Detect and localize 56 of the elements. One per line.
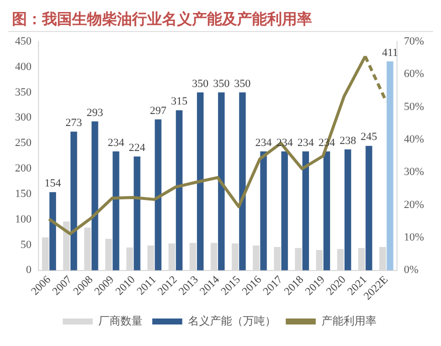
data-label: 411 (382, 46, 398, 59)
y2-tick-label: 10% (404, 232, 424, 244)
data-label: 234 (255, 136, 272, 149)
data-label: 273 (66, 116, 83, 129)
data-label: 234 (276, 136, 294, 149)
data-label: 297 (150, 104, 167, 117)
bar (366, 146, 372, 270)
y2-tick-label: 20% (404, 198, 424, 211)
y-tick-label: 50 (20, 238, 32, 251)
y2-tick-label: 70% (404, 35, 424, 48)
bar (70, 132, 78, 270)
bar (134, 156, 140, 270)
bar (323, 151, 330, 270)
y-tick-label: 200 (15, 162, 32, 175)
data-label: 245 (360, 131, 378, 144)
bar (239, 92, 246, 270)
bar (302, 151, 309, 270)
y2-tick-label: 0% (404, 264, 419, 276)
bar (176, 110, 183, 270)
y-tick-label: 450 (15, 35, 32, 48)
data-label: 224 (128, 142, 146, 154)
legend-label: 名义产能（万吨） (188, 314, 276, 328)
chart-title: 图：我国生物柴油行业名义产能及产能利用率 (8, 8, 433, 32)
data-label: 350 (234, 78, 252, 90)
data-label: 234 (108, 136, 125, 149)
bar (281, 151, 288, 270)
y-tick-label: 400 (15, 60, 32, 73)
y-tick-label: 300 (15, 112, 32, 124)
y-tick-label: 150 (15, 188, 32, 200)
bar (196, 92, 204, 270)
data-label: 238 (340, 134, 357, 147)
data-label: 234 (297, 136, 314, 149)
y2-tick-label: 40% (404, 134, 424, 146)
bar (92, 121, 98, 270)
legend-label: 产能利用率 (321, 314, 376, 328)
x-tick-label: 2011 (134, 274, 159, 298)
bar (260, 151, 267, 270)
bar (49, 192, 56, 270)
y-tick-label: 350 (15, 86, 32, 98)
y2-tick-label: 60% (404, 68, 424, 80)
y-tick-label: 0 (26, 264, 32, 276)
data-label: 350 (192, 78, 210, 90)
bar (112, 151, 120, 270)
data-label: 293 (86, 106, 104, 119)
y-tick-label: 100 (15, 213, 32, 226)
data-label: 350 (213, 78, 230, 90)
data-label: 154 (44, 177, 62, 190)
bar (386, 61, 394, 270)
bar (154, 119, 162, 270)
data-label: 315 (170, 96, 188, 108)
bar (344, 149, 352, 270)
y2-tick-label: 50% (404, 100, 424, 113)
y-tick-label: 250 (15, 137, 32, 150)
bar (218, 92, 225, 270)
y2-tick-label: 30% (404, 166, 424, 178)
legend-label: 厂商数量 (98, 314, 142, 328)
